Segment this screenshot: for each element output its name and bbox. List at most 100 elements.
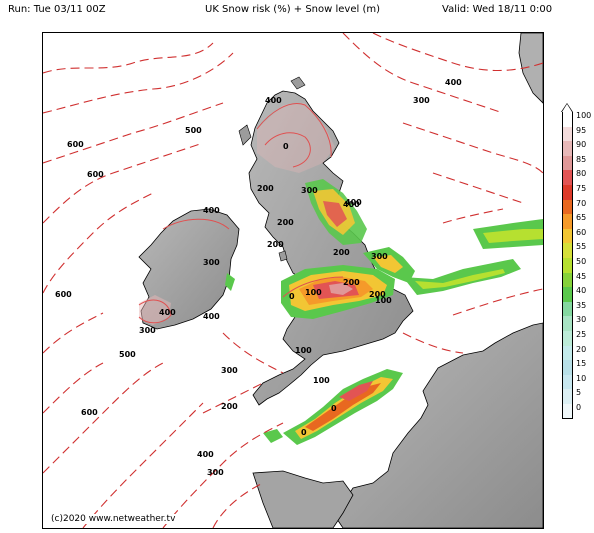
legend-swatch [562,214,573,229]
contour-label: 500 [119,350,136,359]
contour-label: 0 [331,404,337,413]
scandinavia-landmass [518,33,543,104]
contour-label: 400 [445,78,462,87]
contour-label: 200 [257,184,274,193]
contour-label: 200 [369,290,386,299]
legend-swatch [562,272,573,288]
contour-label: 400 [265,96,282,105]
legend-row: 30 [562,315,594,331]
legend-row: 5 [562,388,594,404]
legend-row: 20 [562,344,594,361]
legend-row: 80 [562,169,594,185]
legend-row: 45 [562,271,594,288]
contour-label: 600 [87,170,104,179]
legend-label: 50 [576,257,587,266]
contour-label: 300 [221,366,238,375]
legend-row: 100 [562,111,594,127]
risk-contours [138,103,344,324]
legend-label: 65 [576,213,587,223]
contour-label: 400 [343,200,360,209]
legend-label: 10 [576,373,587,383]
legend-arrow [562,104,572,112]
legend-label: 70 [576,198,587,208]
legend-swatch [562,155,573,171]
legend-swatch [562,316,573,331]
legend-label: 40 [576,286,587,296]
legend-label: 85 [576,154,587,164]
legend-label: 80 [576,169,587,179]
legend-swatch [562,170,573,185]
legend-label: 45 [576,271,587,281]
map-title: UK Snow risk (%) + Snow level (m) [205,4,380,15]
orkney-island [290,76,306,90]
contour-label: 0 [301,428,307,437]
contour-label: 500 [185,126,202,135]
legend-row: 65 [562,213,594,229]
weather-map: 400 300 400 500 600 600 0 200 200 300 40… [42,32,544,529]
legend-label: 30 [576,315,587,325]
legend-swatch [562,360,573,375]
contour-label: 200 [221,402,238,411]
legend-swatch [562,199,573,215]
legend-row: 10 [562,373,594,390]
legend-swatch [562,258,573,273]
legend-label: 100 [576,111,592,120]
contour-label: 0 [289,292,295,301]
legend-swatch [562,112,573,127]
contour-label: 200 [267,240,284,249]
legend-label: 95 [576,125,587,135]
legend-row: 55 [562,242,594,258]
copyright-notice: (c)2020 www.netweather.tv [49,514,178,524]
legend-swatch [562,389,573,404]
legend-label: 15 [576,359,587,369]
legend-row: 85 [562,154,594,171]
legend-row: 40 [562,286,594,302]
legend-swatch [562,345,573,361]
map-canvas: 400 300 400 500 600 600 0 200 200 300 40… [43,33,543,528]
contour-label: 400 [203,206,220,215]
run-time-label: Run: Tue 03/11 00Z [8,4,106,15]
legend-row: 95 [562,125,594,142]
contour-label: 200 [277,218,294,227]
legend-swatch [562,243,573,258]
contour-label: 100 [305,288,322,297]
legend-label: 0 [576,403,582,412]
contour-label: 300 [301,186,318,195]
legend-swatch [562,141,573,156]
snow-risk-shading [139,103,543,445]
contour-label: 400 [345,198,362,207]
contour-label: 300 [207,468,224,477]
contour-label: 300 [413,96,430,105]
legend-swatch [562,331,573,346]
snow-level-contours [43,33,543,528]
brittany-landmass [252,470,354,528]
valid-time-label: Valid: Wed 18/11 0:00 [442,4,553,15]
contour-label: 100 [375,296,392,305]
legend-row: 50 [562,257,594,273]
ireland-landmass [138,208,240,330]
contour-label: 600 [67,140,84,149]
legend-swatch [562,287,573,302]
legend-row: 0 [562,403,594,419]
legend-swatch [562,301,573,317]
contour-label: 200 [343,278,360,287]
contour-label: 600 [55,290,72,299]
legend-swatch [562,374,573,390]
legend-label: 60 [576,227,587,237]
legend-label: 75 [576,184,587,193]
contour-label: 400 [159,308,176,317]
legend-swatch [562,228,573,244]
contour-label: 600 [81,408,98,417]
legend-row: 70 [562,198,594,215]
contour-label-layer: 400 300 400 500 600 600 0 200 200 300 40… [55,78,462,477]
legend-label: 35 [576,300,587,310]
legend-label: 20 [576,344,587,354]
contour-label: 100 [295,346,312,355]
contour-label: 0 [283,142,289,151]
legend-row: 60 [562,227,594,244]
contour-label: 300 [371,252,388,261]
isle-of-man [278,250,288,262]
legend-row: 75 [562,184,594,200]
legend-label: 25 [576,330,587,339]
legend-swatch [562,185,573,200]
